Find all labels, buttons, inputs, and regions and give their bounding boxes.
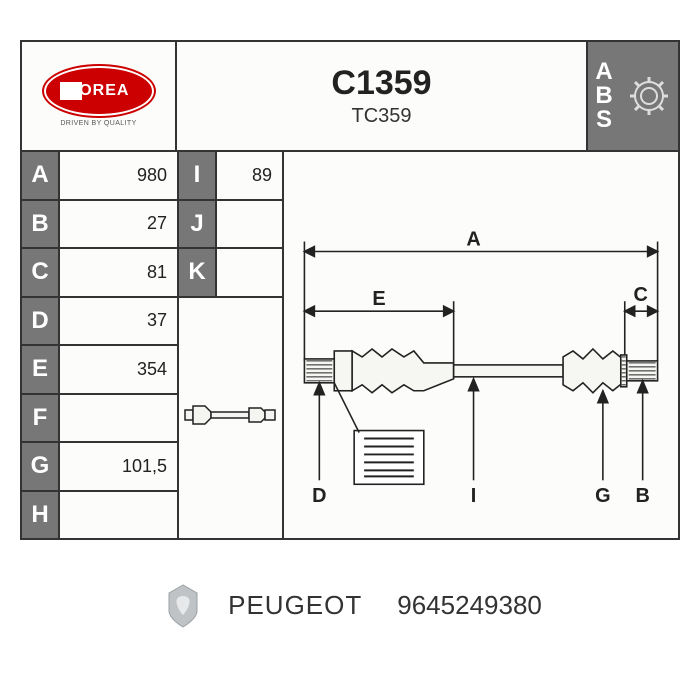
- spec-key: E: [22, 346, 60, 393]
- spec-row: I89: [179, 152, 282, 201]
- spec-key: J: [179, 201, 217, 248]
- submodel-code: TC359: [351, 105, 411, 128]
- logo-cell: SOREA DRIVEN BY QUALITY: [22, 42, 177, 150]
- spec-val: 81: [60, 249, 177, 296]
- spec-card: SOREA DRIVEN BY QUALITY C1359 TC359 ABS: [20, 40, 680, 540]
- spec-col-1: A980 B27 C81 D37 E354 F G101,5 H: [22, 152, 177, 538]
- spec-val: [60, 492, 177, 539]
- abs-gear-icon: [620, 42, 678, 150]
- sorea-logo: SOREA: [44, 66, 154, 116]
- spec-row: F: [22, 395, 177, 444]
- spec-key: A: [22, 152, 60, 199]
- spec-key: F: [22, 395, 60, 442]
- spec-key: C: [22, 249, 60, 296]
- dim-G: G: [595, 485, 610, 507]
- spec-key: B: [22, 201, 60, 248]
- spec-row: A980: [22, 152, 177, 201]
- logo-tagline: DRIVEN BY QUALITY: [60, 120, 136, 127]
- lower-area: A980 B27 C81 D37 E354 F G101,5 H I89 J K: [22, 152, 678, 538]
- spec-row: C81: [22, 249, 177, 298]
- spec-row: J: [179, 201, 282, 250]
- abs-cell: ABS: [588, 42, 678, 150]
- model-code: C1359: [331, 64, 431, 103]
- spec-row: D37: [22, 298, 177, 347]
- dim-C: C: [633, 284, 647, 306]
- axle-diagram: A E C: [284, 152, 678, 538]
- dim-D: D: [312, 485, 326, 507]
- abs-label: ABS: [588, 42, 620, 150]
- diagram-area: A E C: [284, 152, 678, 538]
- brand-name: PEUGEOT: [228, 590, 362, 621]
- spec-row: B27: [22, 201, 177, 250]
- dim-B: B: [635, 485, 649, 507]
- header-row: SOREA DRIVEN BY QUALITY C1359 TC359 ABS: [22, 42, 678, 152]
- spec-val: [60, 395, 177, 442]
- axle-thumb: [179, 298, 282, 539]
- spec-row: H: [22, 492, 177, 539]
- spec-key: K: [179, 249, 217, 296]
- spec-key: D: [22, 298, 60, 345]
- spec-val: [217, 249, 282, 296]
- dim-I: I: [471, 485, 477, 507]
- part-number: 9645249380: [397, 590, 542, 621]
- title-cell: C1359 TC359: [177, 42, 588, 150]
- spec-key: H: [22, 492, 60, 539]
- spec-row: E354: [22, 346, 177, 395]
- footer: PEUGEOT 9645249380: [20, 580, 680, 630]
- peugeot-lion-icon: [158, 580, 208, 630]
- spec-val: 354: [60, 346, 177, 393]
- dim-E: E: [372, 288, 385, 310]
- spec-col-2: I89 J K: [177, 152, 282, 538]
- dim-A: A: [466, 229, 480, 251]
- spec-val: 980: [60, 152, 177, 199]
- spec-val: [217, 201, 282, 248]
- spec-row: K: [179, 249, 282, 298]
- spec-key: I: [179, 152, 217, 199]
- spec-row: G101,5: [22, 443, 177, 492]
- spec-key: G: [22, 443, 60, 490]
- spec-val: 37: [60, 298, 177, 345]
- spec-val: 89: [217, 152, 282, 199]
- spec-columns: A980 B27 C81 D37 E354 F G101,5 H I89 J K: [22, 152, 284, 538]
- spec-val: 27: [60, 201, 177, 248]
- spec-val: 101,5: [60, 443, 177, 490]
